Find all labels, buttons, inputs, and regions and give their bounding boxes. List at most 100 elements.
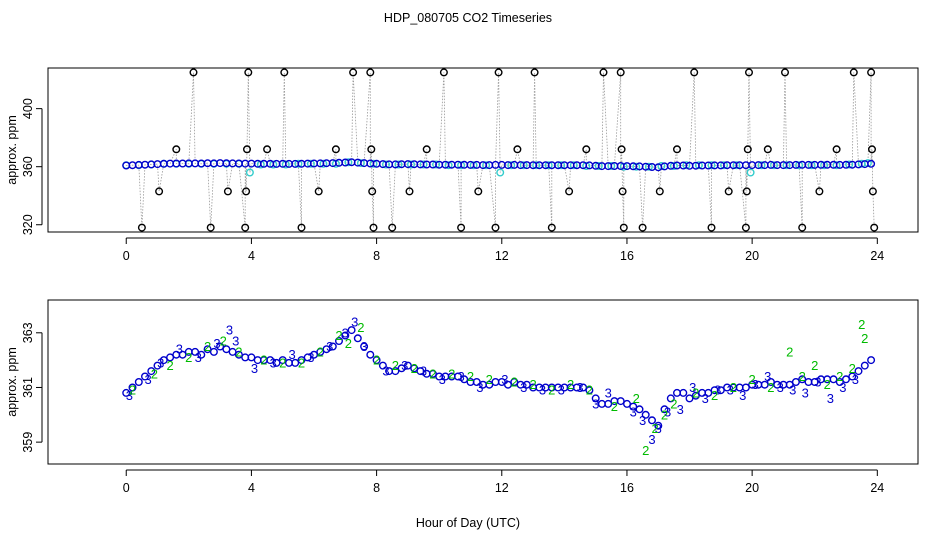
blue-3-label-mark: 3: [195, 350, 202, 365]
x-tick-label: 24: [870, 249, 884, 263]
blue-3-label-mark: 3: [326, 339, 333, 354]
blue-circle-point: [641, 410, 650, 419]
blue-circle-point: [854, 367, 863, 376]
green-2-label-mark: 2: [411, 361, 418, 376]
blue-3-label-mark: 3: [476, 380, 483, 395]
bottom-y-axis: 359 361 363: [21, 322, 43, 453]
blue-3-label-mark: 3: [520, 380, 527, 395]
cyan-circle-point: [496, 168, 505, 177]
green-2-label-mark: 2: [567, 377, 574, 392]
blue-3-label-mark: 3: [664, 405, 671, 420]
blue-3-label-mark: 3: [307, 350, 314, 365]
cyan-circle-point: [507, 161, 516, 170]
x-tick-label: 16: [620, 249, 634, 263]
chart-title: HDP_080705 CO2 Timeseries: [384, 11, 552, 25]
cyan-circle-point: [644, 162, 653, 171]
blue-3-label-mark: 3: [648, 432, 655, 447]
black-circle-point: [868, 145, 877, 154]
blue-circle-point: [341, 331, 350, 340]
cyan-circle-point: [720, 161, 729, 170]
blue-3-label-mark: 3: [630, 405, 637, 420]
cyan-circle-point: [444, 161, 453, 170]
black-circle-point: [655, 187, 664, 196]
blue-3-label-mark: 3: [727, 383, 734, 398]
black-circle-point: [741, 223, 750, 232]
cyan-circle-point: [432, 160, 441, 169]
top-x-axis: 0 4 8 12 16 20 24: [123, 237, 884, 263]
green-2-label-mark: 2: [260, 353, 267, 368]
cyan-circle-point: [782, 161, 791, 170]
black-circle-point: [314, 187, 323, 196]
blue-3-label-mark: 3: [764, 369, 771, 384]
cyan-circle-point: [569, 161, 578, 170]
blue-3-label-mark: 3: [605, 385, 612, 400]
connector-line: [125, 72, 875, 228]
cyan-circle-point: [269, 160, 278, 169]
x-axis-label: Hour of Day (UTC): [416, 516, 520, 530]
black-circle-point: [870, 223, 879, 232]
blue-circle-point: [303, 353, 312, 362]
green-2-label-mark: 2: [849, 361, 856, 376]
blue-3-label-mark: 3: [539, 383, 546, 398]
green-2-label-mark: 2: [357, 320, 364, 335]
y-tick-label: 360: [21, 156, 35, 177]
blue-circle-point: [191, 347, 200, 356]
blue-3-label-mark: 3: [157, 355, 164, 370]
blue-circle-point: [247, 353, 256, 362]
blue-circle-point: [867, 356, 876, 365]
blue-circle-point: [798, 375, 807, 384]
blue-circle-point: [335, 337, 344, 346]
bottom-y-axis-label: approx. ppm: [5, 347, 19, 416]
y-tick-label: 320: [21, 214, 35, 235]
green-2-label-mark: 2: [151, 366, 158, 381]
green-2-label-mark: 2: [166, 358, 173, 373]
blue-3-label-mark: 3: [342, 325, 349, 340]
bottom-plot-frame: [47, 299, 919, 465]
black-circle-point: [763, 145, 772, 154]
top-y-axis-label: approx. ppm: [5, 115, 19, 184]
cyan-circle-point: [306, 159, 315, 168]
blue-3-label-mark: 3: [501, 372, 508, 387]
black-circle-point: [781, 68, 790, 77]
blue-circle-point: [322, 345, 331, 354]
blue-circle-point: [416, 367, 425, 376]
x-tick-label: 24: [870, 481, 884, 495]
blue-circle-point: [234, 350, 243, 359]
blue-3-label-mark: 3: [351, 314, 358, 329]
blue-circle-point: [454, 372, 463, 381]
blue-3-label-mark: 3: [802, 385, 809, 400]
cyan-circle-point: [632, 162, 641, 171]
green-2-label-mark: 2: [711, 388, 718, 403]
blue-3-label-mark: 3: [232, 334, 239, 349]
blue-circle-point: [197, 350, 206, 359]
blue-circle-point: [159, 356, 168, 365]
black-circle-point: [366, 68, 375, 77]
blue-circle-point: [397, 364, 406, 373]
cyan-circle-point: [770, 161, 779, 170]
black-circle-point: [242, 145, 251, 154]
black-circle-point: [155, 187, 164, 196]
blue-circle-point: [372, 356, 381, 365]
x-tick-label: 12: [495, 249, 509, 263]
green-2-label-mark: 2: [824, 377, 831, 392]
green-2-label-mark: 2: [345, 336, 352, 351]
blue-circle-point: [403, 361, 412, 370]
blue-3-label-mark: 3: [288, 347, 295, 362]
black-circle-point: [513, 145, 522, 154]
black-circle-point: [331, 145, 340, 154]
top-y-axis: 320 360 400: [21, 98, 43, 235]
x-tick-label: 8: [373, 249, 380, 263]
blue-circle-point: [178, 350, 187, 359]
black-circle-point: [849, 68, 858, 77]
blue-3-label-mark: 3: [126, 388, 133, 403]
black-circle-point: [724, 187, 733, 196]
black-circle-point: [619, 223, 628, 232]
black-circle-point: [137, 223, 146, 232]
black-circle-point: [367, 145, 376, 154]
blue-3-label-mark: 3: [144, 372, 151, 387]
blue-circle-point: [704, 388, 713, 397]
top-plot-frame: [47, 67, 919, 233]
x-tick-label: 20: [745, 481, 759, 495]
